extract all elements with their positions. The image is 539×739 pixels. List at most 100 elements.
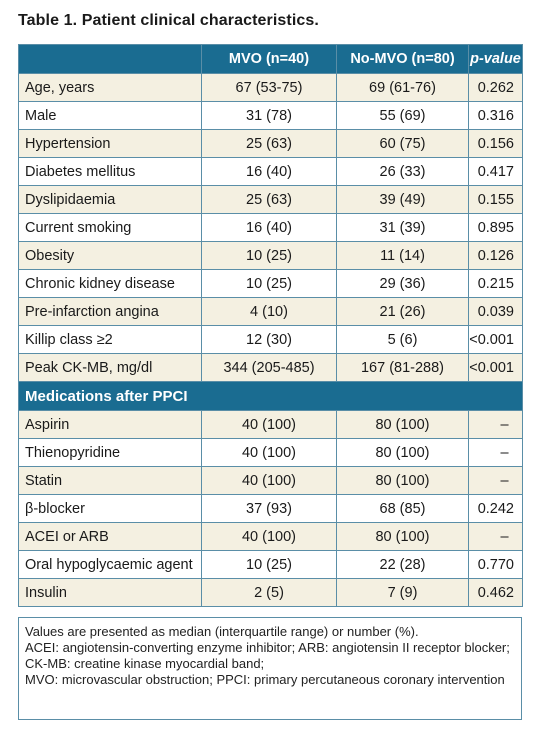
row-label: Male xyxy=(18,101,202,130)
mvo-value: 40 (100) xyxy=(201,466,337,495)
no-mvo-value: 5 (6) xyxy=(336,325,469,354)
no-mvo-value: 31 (39) xyxy=(336,213,469,242)
footnote-line-3: MVO: microvascular obstruction; PPCI: pr… xyxy=(25,672,505,687)
row-label: Oral hypoglycaemic agent xyxy=(18,550,202,579)
p-value: 0.215 xyxy=(468,269,523,298)
no-mvo-value: 26 (33) xyxy=(336,157,469,186)
table-row: Thienopyridine 40 (100) 80 (100) – xyxy=(18,438,523,467)
no-mvo-value: 55 (69) xyxy=(336,101,469,130)
row-label: Dyslipidaemia xyxy=(18,185,202,214)
row-label: Thienopyridine xyxy=(18,438,202,467)
mvo-value: 25 (63) xyxy=(201,185,337,214)
no-mvo-value: 60 (75) xyxy=(336,129,469,158)
no-mvo-value: 7 (9) xyxy=(336,578,469,607)
table-row: Diabetes mellitus 16 (40) 26 (33) 0.417 xyxy=(18,157,523,186)
no-mvo-value: 68 (85) xyxy=(336,494,469,523)
row-label: Killip class ≥2 xyxy=(18,325,202,354)
mvo-value: 12 (30) xyxy=(201,325,337,354)
header-mvo: MVO (n=40) xyxy=(201,44,337,74)
mvo-value: 40 (100) xyxy=(201,438,337,467)
table-row: β-blocker 37 (93) 68 (85) 0.242 xyxy=(18,494,523,523)
row-label: Hypertension xyxy=(18,129,202,158)
table-row: Statin 40 (100) 80 (100) – xyxy=(18,466,523,495)
p-value: <0.001 xyxy=(468,353,523,382)
mvo-value: 40 (100) xyxy=(201,522,337,551)
row-label: β-blocker xyxy=(18,494,202,523)
table-row: Pre-infarction angina 4 (10) 21 (26) 0.039 xyxy=(18,297,523,326)
mvo-value: 10 (25) xyxy=(201,269,337,298)
p-value: 0.242 xyxy=(468,494,523,523)
p-value: 0.126 xyxy=(468,241,523,270)
table-row: Current smoking 16 (40) 31 (39) 0.895 xyxy=(18,213,523,242)
mvo-value: 40 (100) xyxy=(201,410,337,439)
row-label: Age, years xyxy=(18,73,202,102)
row-label: Insulin xyxy=(18,578,202,607)
row-label: Diabetes mellitus xyxy=(18,157,202,186)
no-mvo-value: 80 (100) xyxy=(336,438,469,467)
table-row: Male 31 (78) 55 (69) 0.316 xyxy=(18,101,523,130)
row-label: Peak CK-MB, mg/dl xyxy=(18,353,202,382)
medications-body: Aspirin 40 (100) 80 (100) – Thienopyridine 40… xyxy=(18,410,523,607)
row-label: Pre-infarction angina xyxy=(18,297,202,326)
section-row: Medications after PPCI xyxy=(18,381,523,411)
characteristics-body: Age, years 67 (53-75) 69 (61-76) 0.262 Male 3… xyxy=(18,73,523,382)
table-title: Table 1. Patient clinical characteristic… xyxy=(18,12,319,29)
mvo-value: 10 (25) xyxy=(201,550,337,579)
mvo-value: 25 (63) xyxy=(201,129,337,158)
table-row: Chronic kidney disease 10 (25) 29 (36) 0.21… xyxy=(18,269,523,298)
table-row: Dyslipidaemia 25 (63) 39 (49) 0.155 xyxy=(18,185,523,214)
header-no-mvo: No-MVO (n=80) xyxy=(336,44,469,74)
p-value: 0.316 xyxy=(468,101,523,130)
table-row: Aspirin 40 (100) 80 (100) – xyxy=(18,410,523,439)
mvo-value: 344 (205-485) xyxy=(201,353,337,382)
table-footnote: Values are presented as median (interqua… xyxy=(18,617,522,720)
table-row: Age, years 67 (53-75) 69 (61-76) 0.262 xyxy=(18,73,523,102)
no-mvo-value: 22 (28) xyxy=(336,550,469,579)
no-mvo-value: 167 (81-288) xyxy=(336,353,469,382)
p-value: 0.770 xyxy=(468,550,523,579)
table-row: Hypertension 25 (63) 60 (75) 0.156 xyxy=(18,129,523,158)
table-row: Killip class ≥2 12 (30) 5 (6) <0.001 xyxy=(18,325,523,354)
no-mvo-value: 69 (61-76) xyxy=(336,73,469,102)
header-label-column xyxy=(18,44,202,74)
no-mvo-value: 80 (100) xyxy=(336,522,469,551)
header-row: MVO (n=40) No-MVO (n=80) p-value xyxy=(18,44,523,74)
p-value: – xyxy=(468,522,523,551)
no-mvo-value: 80 (100) xyxy=(336,410,469,439)
p-value: 0.039 xyxy=(468,297,523,326)
footnote-line-1: Values are presented as median (interqua… xyxy=(25,624,419,639)
no-mvo-value: 29 (36) xyxy=(336,269,469,298)
table-row: Oral hypoglycaemic agent 10 (25) 22 (28) 0.… xyxy=(18,550,523,579)
row-label: Obesity xyxy=(18,241,202,270)
mvo-value: 31 (78) xyxy=(201,101,337,130)
p-value: 0.156 xyxy=(468,129,523,158)
mvo-value: 10 (25) xyxy=(201,241,337,270)
p-value: 0.417 xyxy=(468,157,523,186)
mvo-value: 67 (53-75) xyxy=(201,73,337,102)
row-label: ACEI or ARB xyxy=(18,522,202,551)
p-value: – xyxy=(468,466,523,495)
row-label: Chronic kidney disease xyxy=(18,269,202,298)
p-value: 0.262 xyxy=(468,73,523,102)
section-label: Medications after PPCI xyxy=(18,381,523,411)
p-value: – xyxy=(468,410,523,439)
clinical-characteristics-table: MVO (n=40) No-MVO (n=80) p-value Age, ye… xyxy=(18,44,523,607)
footnote-line-2: ACEI: angiotensin-converting enzyme inhi… xyxy=(25,640,510,671)
p-value: – xyxy=(468,438,523,467)
no-mvo-value: 11 (14) xyxy=(336,241,469,270)
header-p-value: p-value xyxy=(468,44,523,74)
p-value: 0.462 xyxy=(468,578,523,607)
mvo-value: 16 (40) xyxy=(201,213,337,242)
table-row: Insulin 2 (5) 7 (9) 0.462 xyxy=(18,578,523,607)
p-value: 0.895 xyxy=(468,213,523,242)
table-row: Peak CK-MB, mg/dl 344 (205-485) 167 (81-28… xyxy=(18,353,523,382)
table-row: ACEI or ARB 40 (100) 80 (100) – xyxy=(18,522,523,551)
mvo-value: 2 (5) xyxy=(201,578,337,607)
mvo-value: 16 (40) xyxy=(201,157,337,186)
row-label: Statin xyxy=(18,466,202,495)
mvo-value: 4 (10) xyxy=(201,297,337,326)
no-mvo-value: 21 (26) xyxy=(336,297,469,326)
medications-section-header: Medications after PPCI xyxy=(18,381,523,411)
no-mvo-value: 39 (49) xyxy=(336,185,469,214)
